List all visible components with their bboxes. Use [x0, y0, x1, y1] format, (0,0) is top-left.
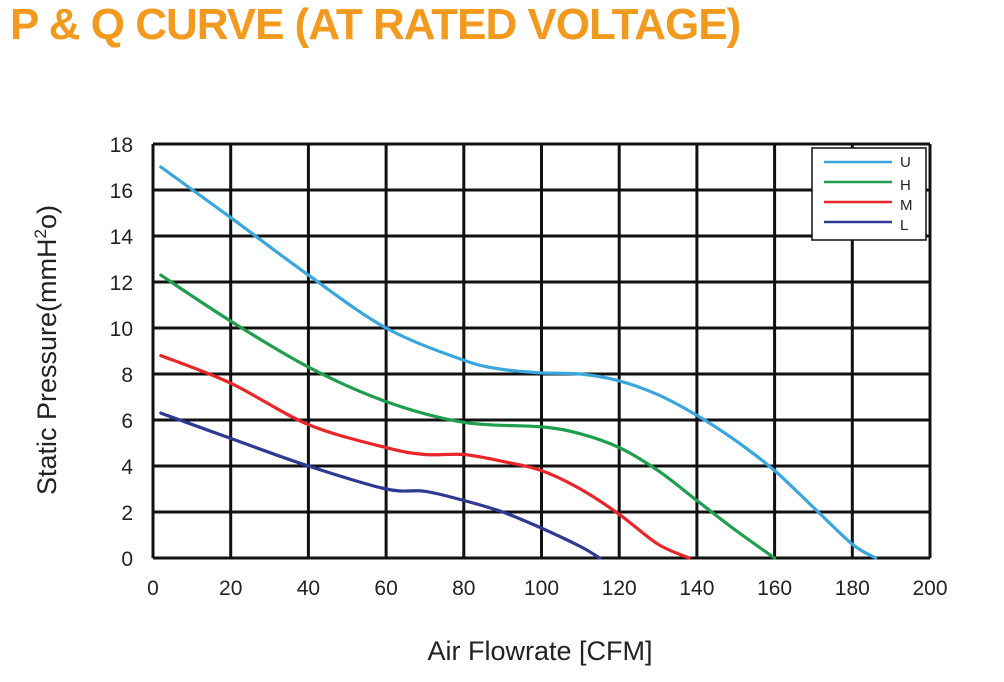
axis-ticks: 0 20 40 60 80 100 120 140 160 180 200 0 2 4 6 8 10 12 14 16… [110, 134, 948, 600]
x-tick-label-1: 20 [219, 577, 242, 600]
legend-box [811, 147, 927, 241]
y-tick-label-6: 12 [110, 272, 133, 295]
legend-label-U: U [900, 154, 911, 171]
y-tick-label-5: 10 [110, 318, 133, 341]
x-tick-label-7: 140 [679, 577, 714, 600]
x-tick-label-10: 200 [912, 577, 947, 600]
legend-label-H: H [900, 177, 911, 194]
x-tick-label-3: 60 [374, 577, 397, 600]
legend-label-L: L [900, 217, 908, 234]
y-tick-label-7: 14 [110, 226, 134, 249]
x-tick-label-5: 100 [524, 577, 559, 600]
series-line-M [159, 354, 691, 560]
y-axis-label-main: Static Pressure(mmH [32, 238, 62, 495]
legend-label-M: M [900, 197, 913, 214]
y-axis-label: Static Pressure(mmH2o) [31, 205, 62, 495]
y-tick-label-2: 4 [121, 456, 133, 479]
x-tick-label-4: 80 [452, 577, 475, 600]
series-lines [159, 165, 878, 560]
x-tick-label-9: 180 [835, 577, 870, 600]
x-tick-label-0: 0 [147, 577, 159, 600]
series-line-H [159, 273, 777, 560]
grid [151, 142, 932, 560]
x-tick-label-8: 160 [757, 577, 792, 600]
series-line-L [159, 411, 602, 560]
y-tick-label-4: 8 [121, 364, 133, 387]
y-tick-label-0: 0 [121, 548, 133, 571]
y-axis-label-tail: o) [32, 205, 62, 229]
chart-title: P & Q CURVE (AT RATED VOLTAGE) [10, 0, 741, 49]
x-axis-label: Air Flowrate [CFM] [427, 636, 652, 666]
y-tick-label-1: 2 [121, 502, 133, 525]
x-tick-label-2: 40 [297, 577, 320, 600]
x-tick-label-6: 120 [602, 577, 637, 600]
y-axis-label-sup: 2 [31, 229, 50, 238]
series-line-U [159, 165, 878, 560]
y-tick-label-8: 16 [110, 180, 133, 203]
y-tick-label-9: 18 [110, 134, 133, 157]
y-tick-label-3: 6 [121, 410, 133, 433]
